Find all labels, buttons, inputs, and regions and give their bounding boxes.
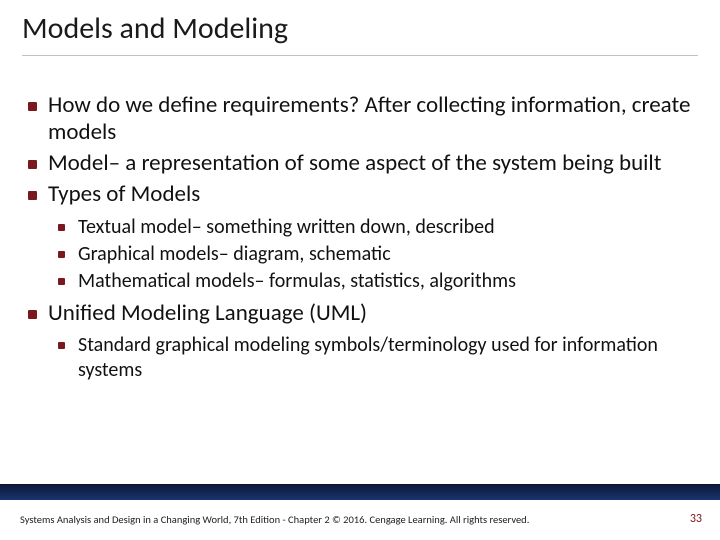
- list-item-text: Types of Models: [48, 180, 200, 208]
- list-item: Types of Models: [26, 181, 694, 208]
- page-number: 33: [690, 512, 702, 526]
- list-item: Model– a representation of some aspect o…: [26, 150, 694, 177]
- list-item-text: Model– a representation of some aspect o…: [48, 149, 661, 177]
- list-item: Textual model– something written down, d…: [26, 215, 694, 240]
- bullet-list-level2-types: Textual model– something written down, d…: [26, 215, 694, 294]
- list-item-text: Unified Modeling Language (UML): [48, 299, 367, 327]
- list-item-text: How do we define requirements? After col…: [48, 91, 690, 146]
- bullet-list-level2-uml: Standard graphical modeling symbols/term…: [26, 333, 694, 383]
- slide-title: Models and Modeling: [22, 10, 698, 56]
- bullet-list-level1-cont: Unified Modeling Language (UML): [26, 300, 694, 327]
- slide-content: How do we define requirements? After col…: [26, 92, 694, 389]
- bullet-list-level1: How do we define requirements? After col…: [26, 92, 694, 209]
- list-item: Unified Modeling Language (UML): [26, 300, 694, 327]
- list-item-text: Standard graphical modeling symbols/term…: [78, 333, 658, 382]
- list-item: Graphical models– diagram, schematic: [26, 242, 694, 267]
- list-item: Standard graphical modeling symbols/term…: [26, 333, 694, 383]
- list-item-text: Graphical models– diagram, schematic: [78, 242, 391, 266]
- footer-accent-bar: [0, 484, 720, 500]
- slide: Models and Modeling How do we define req…: [0, 0, 720, 540]
- list-item-text: Mathematical models– formulas, statistic…: [78, 269, 516, 293]
- list-item-text: Textual model– something written down, d…: [78, 215, 495, 239]
- footer-text: Systems Analysis and Design in a Changin…: [20, 513, 529, 526]
- list-item: Mathematical models– formulas, statistic…: [26, 269, 694, 294]
- list-item: How do we define requirements? After col…: [26, 92, 694, 146]
